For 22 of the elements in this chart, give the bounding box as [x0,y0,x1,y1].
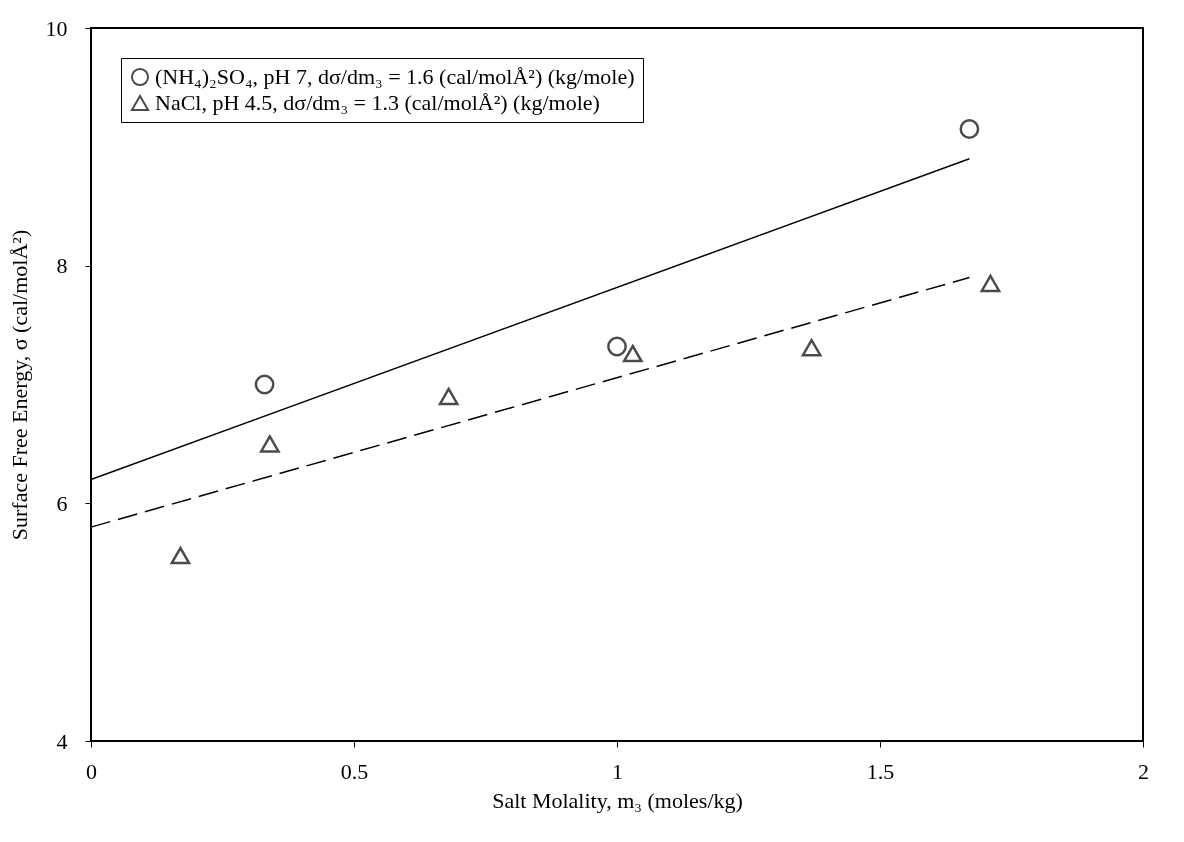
y-tick-label: 6 [56,490,68,516]
point [438,387,459,406]
x-tick-label: 0.5 [340,758,369,784]
legend-label: NaCl, pH 4.5, dσ/dm₃ = 1.3 (cal/molÅ²) (kg/mole) [155,90,600,115]
x-tick-label: 2 [1138,758,1149,784]
point [801,338,822,357]
point [622,344,643,363]
y-tick-label: 8 [56,253,68,279]
y-tick-label: 4 [56,728,68,754]
x-axis-title: Salt Molality, m₃ (moles/kg) [492,787,743,813]
point [170,546,191,565]
x-tick-label: 1 [612,758,623,784]
point [259,435,280,453]
point [254,374,275,395]
x-tick-label: 0 [86,758,97,784]
legend-label: (NH₄)₂SO₄, pH 7, dσ/dm₃ = 1.6 (cal/molÅ²) (kg/mole) [155,64,635,89]
y-axis-title: Surface Free Energy, σ (cal/molÅ²) [6,229,32,541]
point [607,336,627,357]
y-tick-label: 10 [45,15,68,41]
point [959,119,980,139]
point [980,274,1001,293]
x-tick-label: 1.5 [866,758,895,784]
